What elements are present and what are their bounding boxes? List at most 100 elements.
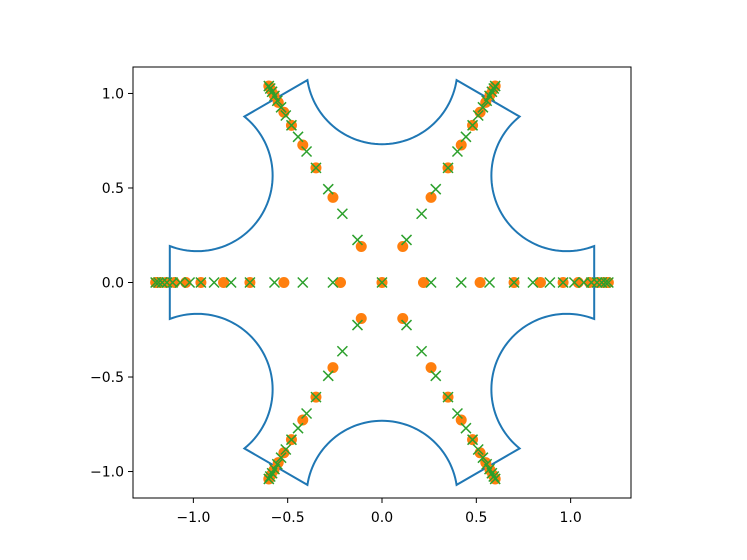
x-point [161,276,173,289]
x-point [481,458,493,470]
x-axis: −1.0 −0.5 0.0 0.5 1.0 [176,498,582,526]
x-point [416,345,428,357]
x-point [467,119,479,131]
circle-point [418,277,429,288]
x-point [477,452,489,464]
x-point [310,391,322,403]
x-point [544,276,556,289]
y-tick-label: −0.5 [90,370,124,386]
circle-point [327,362,339,374]
y-tick-label: −1.0 [90,465,124,481]
series-curve [168,78,596,487]
x-point [327,276,339,289]
x-point [285,434,297,446]
x-tick-label: −1.0 [176,510,210,526]
x-point [351,319,364,331]
x-point [557,276,569,289]
x-point [263,80,275,92]
circle-point [474,277,486,288]
x-point [481,95,493,107]
x-point [336,208,348,220]
x-tick-label: 0.0 [371,510,393,526]
x-point [455,276,467,289]
x-point [400,234,413,246]
x-tick-label: −0.5 [271,510,305,526]
x-point [208,276,220,289]
x-point [336,345,348,357]
y-axis: −1.0 −0.5 0.0 0.5 1.0 [90,86,133,481]
circle-point [218,277,230,288]
x-point [442,391,454,403]
x-point [351,234,364,246]
x-point [266,467,278,479]
circle-point [397,240,409,252]
x-point [280,443,292,456]
x-point [285,119,297,131]
x-point [301,407,313,420]
circle-point [297,414,309,426]
y-tick-label: 1.0 [102,86,124,102]
circle-point [297,139,309,151]
circle-point [455,139,467,151]
circle-point [455,414,467,426]
x-point [271,458,283,470]
x-point [310,162,322,174]
x-point [292,422,304,434]
x-point [430,370,442,382]
x-point [527,276,539,289]
x-point [266,86,278,98]
x-point [400,319,413,331]
x-point [442,162,454,174]
x-point [268,276,281,289]
x-point [467,434,479,446]
x-point [451,145,463,158]
x-point [425,276,437,289]
circle-point [425,191,437,203]
x-point [430,183,442,195]
x-point [602,276,614,289]
x-point [297,276,309,289]
x-point [150,276,162,289]
x-point [599,276,612,289]
x-point [489,473,501,485]
x-tick-label: 0.5 [465,510,487,526]
x-point [152,276,165,289]
circle-point [278,277,290,288]
x-point [263,473,275,485]
x-point [486,467,498,479]
y-tick-label: 0.0 [102,276,124,292]
x-tick-label: 1.0 [560,510,582,526]
x-point [184,276,196,289]
x-point [416,208,428,220]
x-point [451,407,463,420]
x-point [280,109,292,122]
x-point [195,276,207,289]
circle-point [425,362,437,374]
x-point [225,276,237,289]
x-point [591,276,603,289]
circle-point [327,191,339,203]
y-tick-label: 0.5 [102,181,124,197]
x-point [244,276,256,289]
circle-point [355,313,367,325]
x-point [489,80,501,92]
x-point [472,443,484,456]
circle-point [335,277,346,288]
x-point [292,131,304,143]
circle-point [355,240,367,252]
x-point [460,131,472,143]
x-point [472,109,484,122]
x-point [483,276,496,289]
x-point [460,422,472,434]
x-point [477,101,489,113]
x-point [301,145,313,158]
circle-point [397,313,409,325]
x-point [568,276,580,289]
x-point [508,276,520,289]
x-point [376,276,388,289]
x-point [322,183,334,195]
x-point [486,86,498,98]
circle-point [534,277,546,288]
